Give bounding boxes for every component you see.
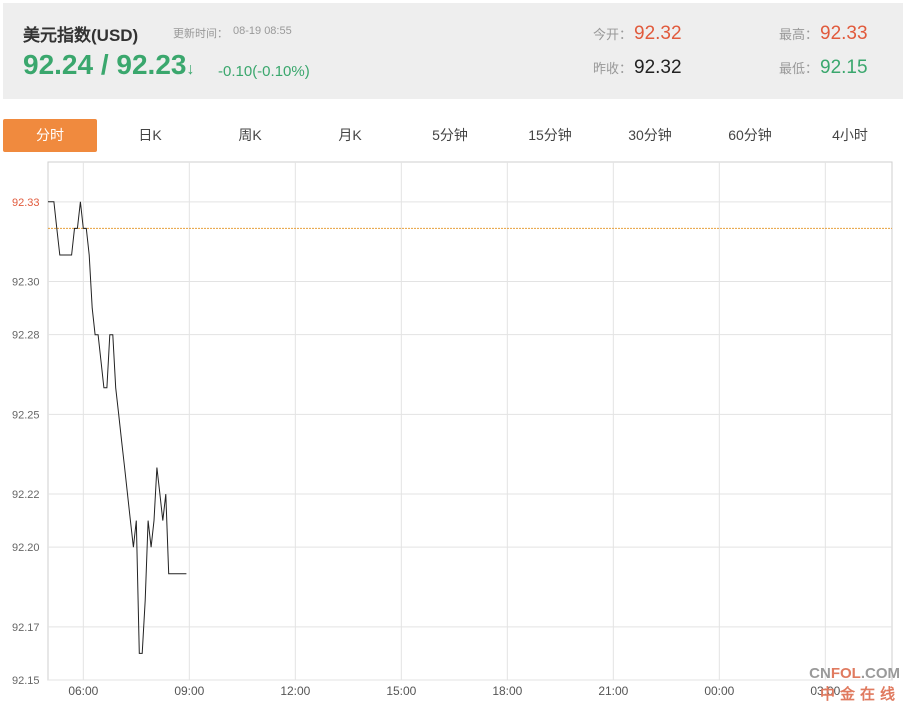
quote-header: 美元指数(USD) 更新时间： 08-19 08:55 92.24 / 92.2…	[3, 3, 903, 99]
tab-weekly-k[interactable]: 周K	[238, 127, 262, 143]
down-arrow-icon: ↓	[186, 61, 195, 78]
prev-close-value: 92.32	[634, 57, 682, 78]
x-tick-label: 06:00	[68, 684, 98, 698]
prev-close-label: 昨收：	[593, 61, 633, 76]
prev-close-stat: 昨收： 92.32	[593, 57, 682, 79]
x-tick-label: 21:00	[598, 684, 628, 698]
low-stat: 最低： 92.15	[779, 57, 868, 79]
y-tick-label: 92.20	[12, 542, 40, 554]
price-change: -0.10(-0.10%)	[218, 63, 310, 80]
bid-ask-price: 92.24 / 92.23↓	[23, 49, 194, 81]
x-tick-label: 12:00	[280, 684, 310, 698]
tab-intraday[interactable]: 分时	[3, 119, 97, 152]
instrument-name: 美元指数(USD)	[23, 26, 139, 45]
y-tick-label: 92.22	[12, 489, 40, 501]
y-tick-label: 92.30	[12, 277, 40, 289]
price-series-line	[48, 201, 187, 654]
tab-monthly-k[interactable]: 月K	[338, 127, 362, 143]
y-tick-label: 92.25	[12, 409, 40, 421]
high-stat: 最高： 92.33	[779, 23, 868, 45]
y-tick-label: 92.28	[12, 330, 40, 342]
tab-15min[interactable]: 15分钟	[528, 127, 572, 143]
y-tick-label: 92.17	[12, 622, 40, 634]
y-tick-label: 92.33	[12, 197, 40, 209]
tab-5min[interactable]: 5分钟	[432, 127, 468, 143]
tab-daily-k[interactable]: 日K	[138, 127, 162, 143]
x-tick-label: 18:00	[492, 684, 522, 698]
x-tick-label: 03:00	[810, 684, 840, 698]
cnfol-watermark-logo: CNFOL.COM 中金在线	[806, 665, 902, 703]
y-tick-label: 92.15	[12, 675, 40, 687]
tab-60min[interactable]: 60分钟	[728, 127, 772, 143]
low-value: 92.15	[820, 57, 868, 78]
bid-ask-text: 92.24 / 92.23	[23, 49, 187, 80]
high-label: 最高：	[779, 27, 819, 42]
intraday-chart: 92.33 92.30 92.28 92.25 92.22 92.20 92.17 92.15…	[12, 161, 893, 698]
x-tick-label: 00:00	[704, 684, 734, 698]
open-value: 92.32	[634, 23, 682, 44]
x-tick-label: 15:00	[386, 684, 416, 698]
low-label: 最低：	[779, 61, 819, 76]
timeframe-tabs: 分时 日K 周K 月K 5分钟 15分钟 30分钟 60分钟 4小时	[3, 119, 903, 152]
watermark-brand: 中金在线	[819, 686, 900, 703]
open-label: 今开：	[593, 27, 633, 42]
update-time-value: 08-19 08:55	[233, 25, 292, 37]
high-value: 92.33	[820, 23, 868, 44]
open-stat: 今开： 92.32	[593, 23, 682, 45]
plot-area	[47, 161, 893, 681]
tab-30min[interactable]: 30分钟	[628, 127, 672, 143]
watermark-domain: CNFOL.COM	[809, 665, 900, 682]
tab-4hour[interactable]: 4小时	[832, 127, 868, 143]
x-tick-label: 09:00	[174, 684, 204, 698]
update-time-label: 更新时间：	[173, 28, 228, 40]
